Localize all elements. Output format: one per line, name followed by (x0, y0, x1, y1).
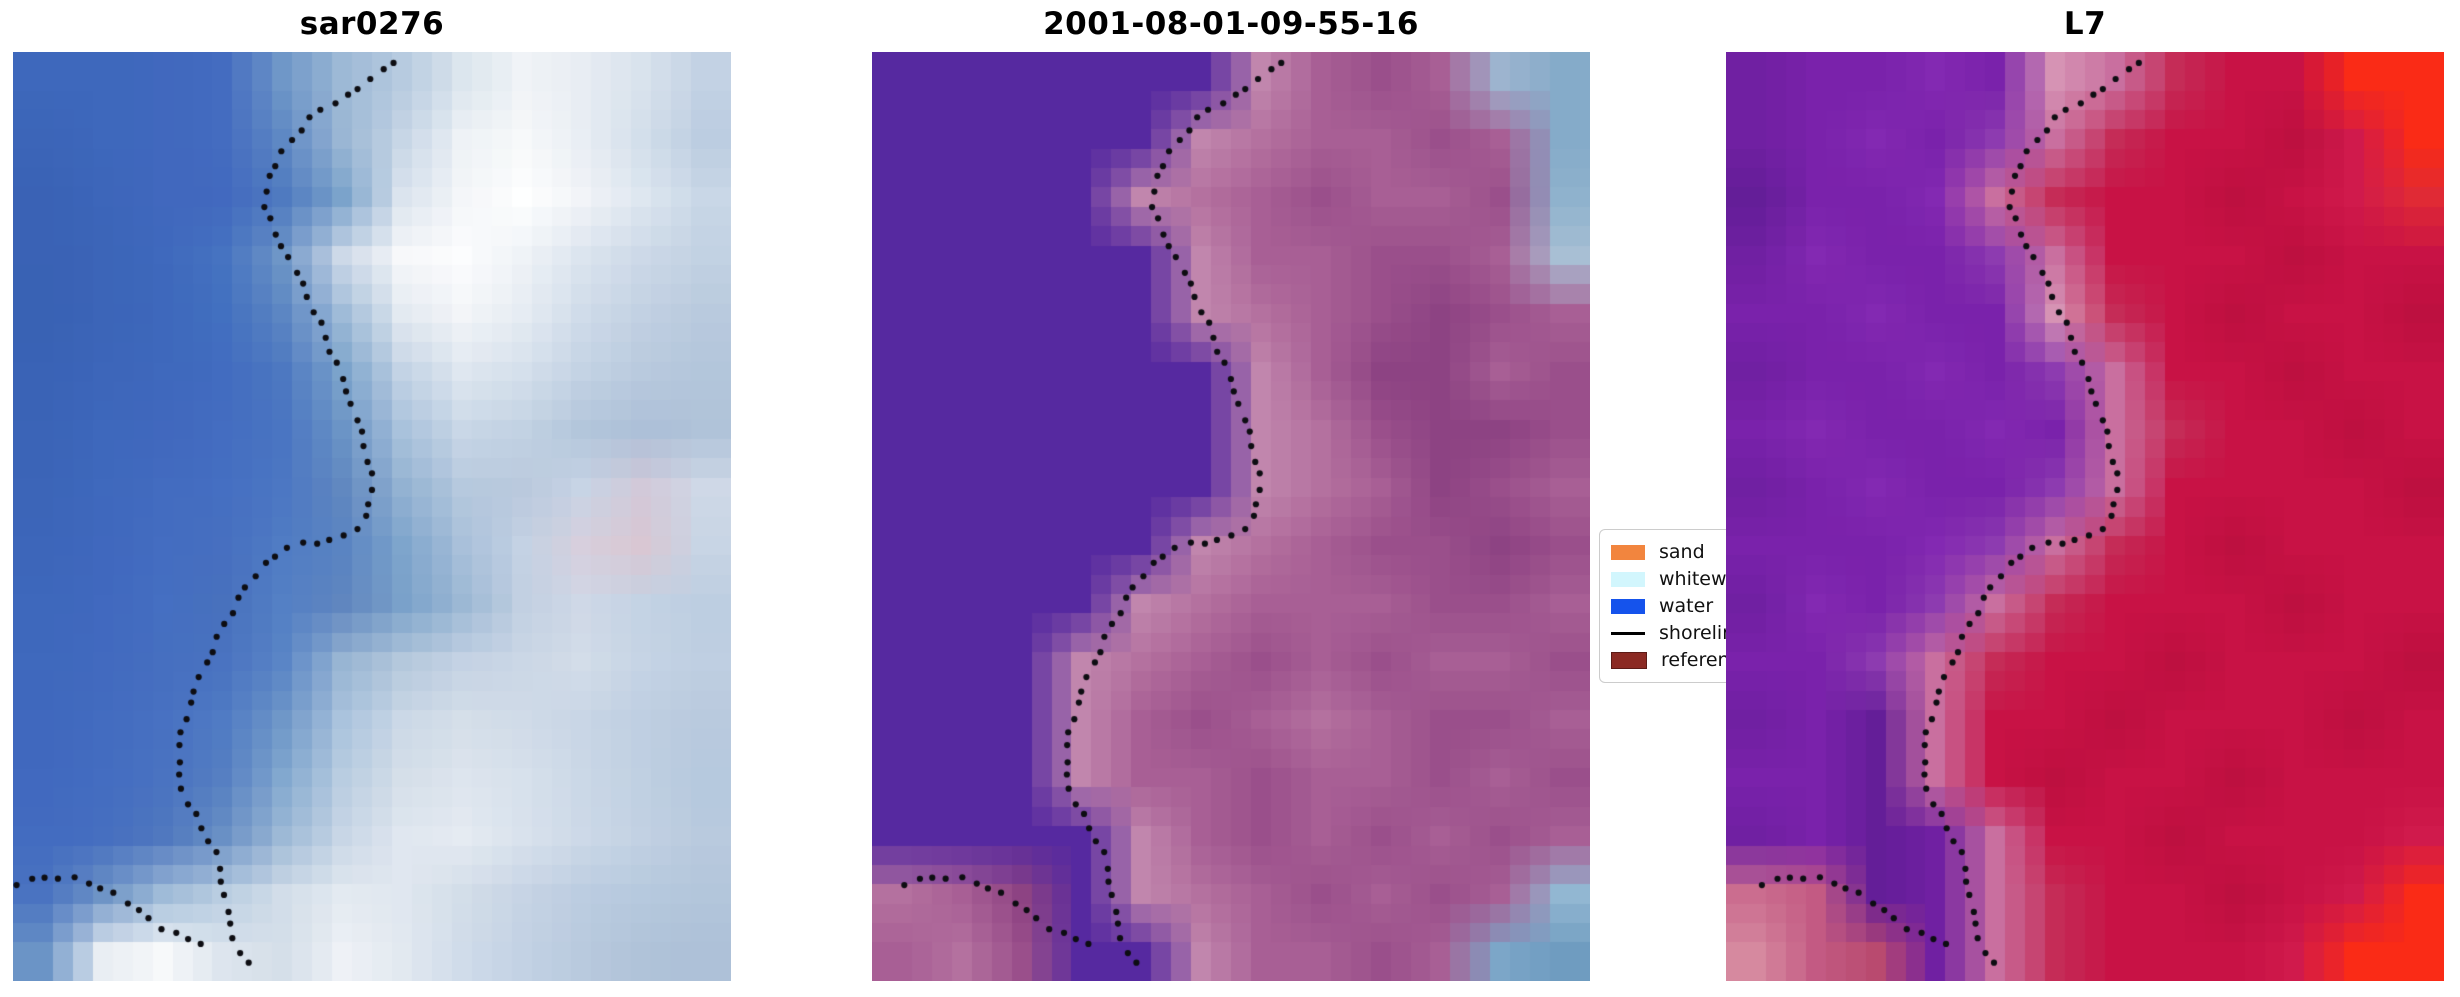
shoreline-line-swatch (1611, 631, 1645, 635)
panel-title-classified-date: 2001-08-01-09-55-16 (1043, 6, 1419, 42)
l7-image-panel (1726, 52, 2444, 981)
legend-item-water: water (1611, 593, 1799, 619)
sar-image-panel (13, 52, 731, 981)
legend-label: shoreline (1659, 621, 1746, 644)
legend-label: water (1659, 594, 1714, 617)
legend-label: sand (1659, 540, 1705, 563)
reference-swatch (1611, 651, 1647, 669)
legend-item-sand: sand (1611, 539, 1799, 565)
whitewater-swatch (1611, 571, 1645, 587)
panel-title-l7: L7 (2063, 6, 2107, 42)
classified-image-panel (872, 52, 1590, 981)
legend-item-shoreline: shoreline (1611, 620, 1799, 646)
sand-swatch (1611, 544, 1645, 560)
panel-title-sar: sar0276 (299, 6, 445, 42)
water-swatch (1611, 598, 1645, 614)
